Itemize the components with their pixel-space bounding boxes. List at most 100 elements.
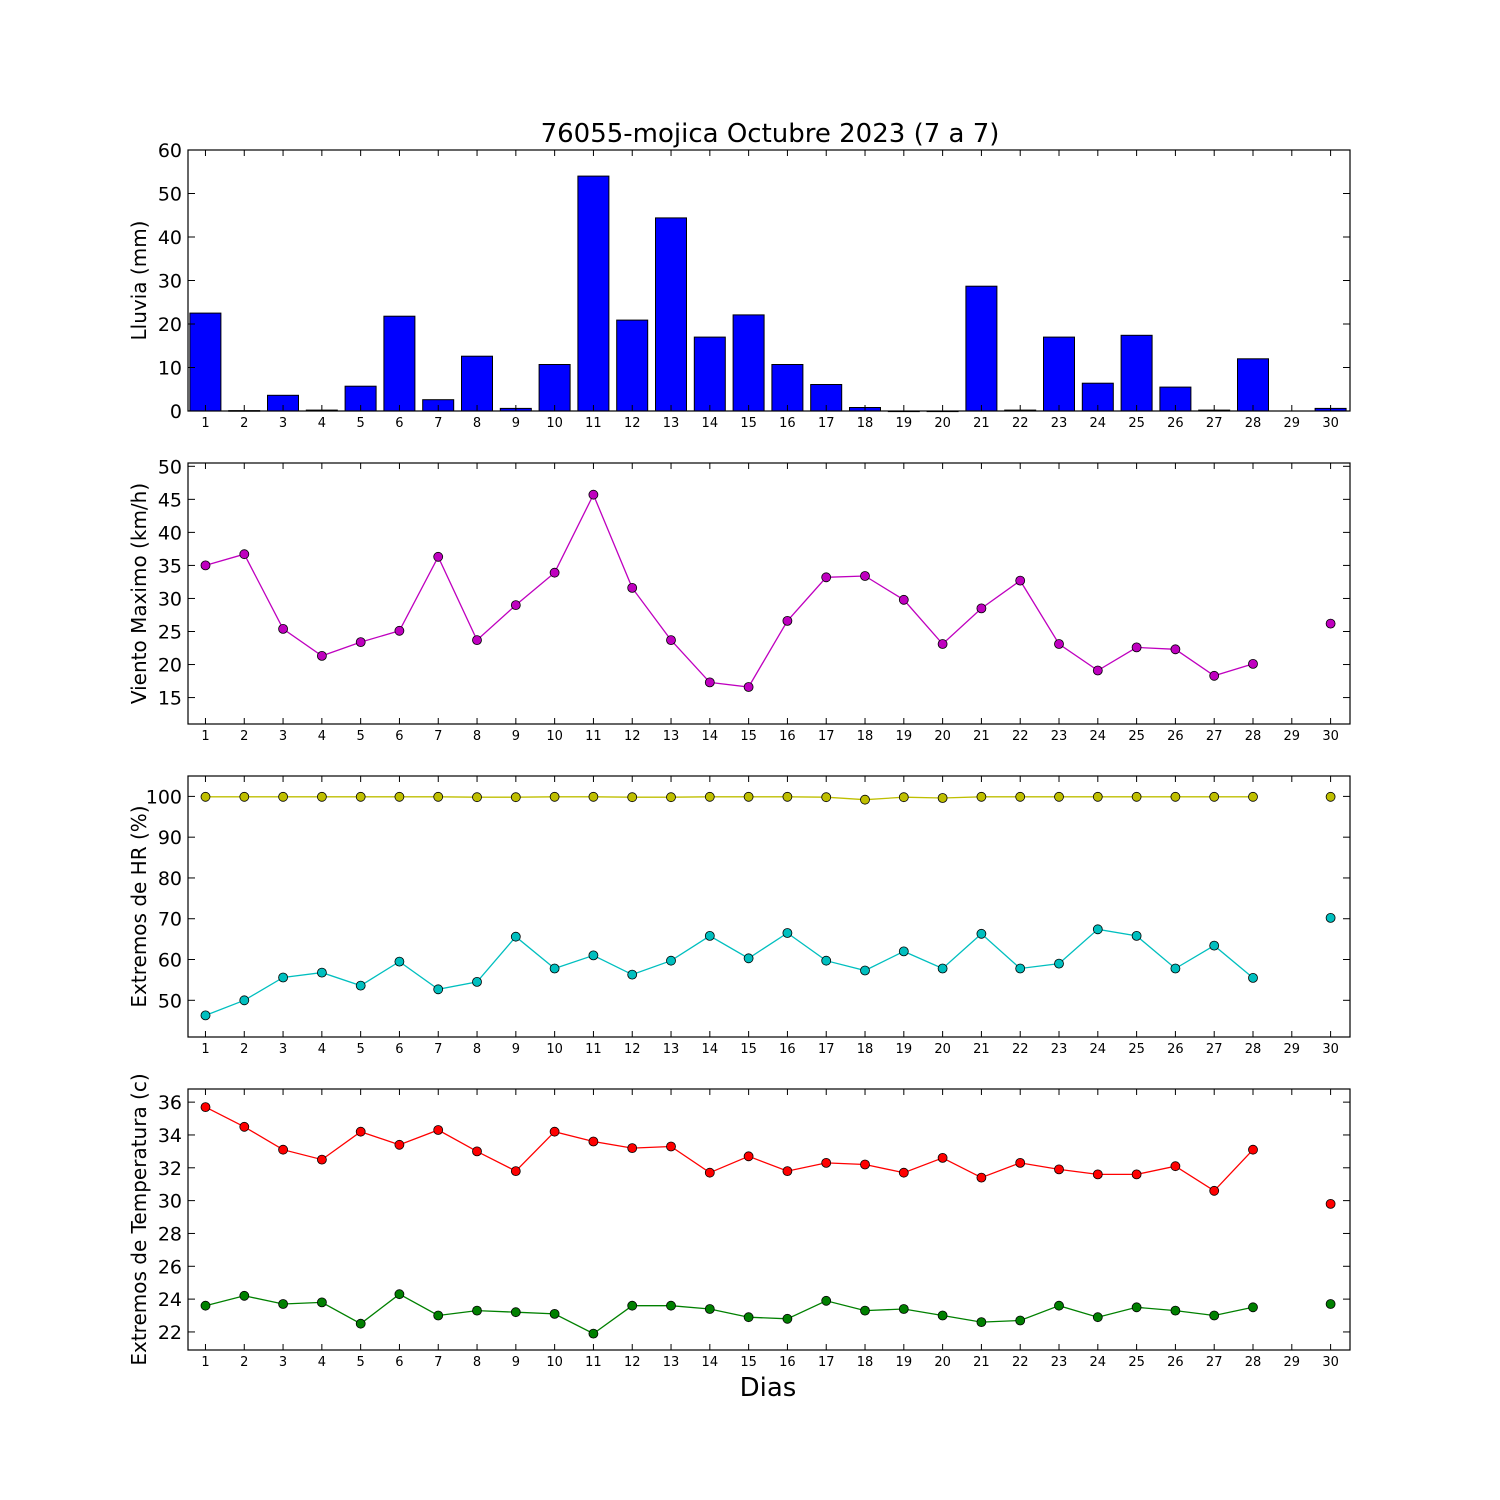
bar-day-21 [965,285,998,412]
x-tick-label: 25 [1128,1042,1145,1057]
x-tick-label: 18 [857,1355,874,1370]
x-tick-label: 15 [740,729,757,744]
x-tick-label: 13 [663,1355,680,1370]
bar-day-16 [771,364,804,412]
x-tick-label: 22 [1012,729,1029,744]
x-tick-label: 18 [857,1042,874,1057]
point-day-26 [1170,644,1181,655]
axes-frame [187,775,1351,1038]
point-day-10 [549,791,560,802]
x-tick-label: 17 [818,1355,835,1370]
point-day-23 [1054,639,1064,649]
point-day-21 [976,603,987,614]
point-day-9 [510,1307,521,1318]
x-tick-label: 3 [279,1355,287,1370]
point-day-27 [1209,670,1220,681]
point-day-17 [821,955,832,966]
point-day-25 [1131,931,1142,941]
point-day-19 [898,594,909,605]
x-tick-label: 3 [279,1042,287,1057]
x-tick-label: 12 [624,1042,641,1057]
point-day-1 [200,1102,211,1112]
y-tick-label: 50 [158,456,182,478]
y-tick-label: 20 [158,314,182,336]
point-day-12 [627,969,638,980]
x-tick-label: 20 [934,729,951,744]
point-day-30 [1325,913,1336,923]
bar-day-6 [383,315,416,412]
x-tick-label: 10 [546,729,563,744]
x-tick-label: 6 [395,1042,403,1057]
x-tick-label: 20 [934,416,951,431]
point-day-7 [433,551,444,562]
x-tick-label: 29 [1284,416,1301,431]
point-day-30 [1325,791,1336,802]
point-day-30 [1325,618,1336,629]
point-day-2 [239,1121,250,1132]
point-day-6 [394,791,405,802]
x-tick-label: 27 [1206,1042,1223,1057]
x-tick-label: 16 [779,729,796,744]
axes-frame [187,1088,1351,1351]
point-day-4 [316,1297,327,1308]
y-tick-label: 22 [158,1322,182,1344]
point-day-23 [1054,1300,1064,1311]
point-day-16 [782,1166,793,1176]
point-day-4 [316,791,327,802]
series-line-1 [205,1293,1254,1335]
x-tick-label: 23 [1051,729,1068,744]
point-day-26 [1170,1305,1181,1316]
x-tick-label: 29 [1284,1042,1301,1057]
point-day-27 [1209,940,1220,951]
point-day-6 [394,625,405,636]
x-tick-label: 28 [1245,729,1262,744]
x-tick-label: 8 [473,729,481,744]
y-tick-label: 70 [158,909,182,931]
axes-frame [187,462,1351,725]
point-day-4 [316,967,327,978]
point-day-28 [1248,791,1258,802]
point-day-11 [588,489,599,500]
x-tick-label: 23 [1051,1042,1068,1057]
bar-day-12 [616,319,649,412]
x-tick-label: 14 [702,1355,719,1370]
y-tick-label: 15 [158,688,182,710]
point-day-20 [937,639,948,649]
x-tick-label: 27 [1206,729,1223,744]
x-tick-label: 11 [585,1042,602,1057]
x-tick-label: 22 [1012,1355,1029,1370]
x-tick-label: 11 [585,729,602,744]
point-day-1 [200,1010,211,1021]
x-tick-label: 4 [318,416,326,431]
x-tick-label: 6 [395,729,403,744]
bar-day-1 [189,312,222,412]
x-tick-label: 1 [201,1042,209,1057]
point-day-11 [588,950,599,961]
point-day-17 [821,1295,832,1306]
point-day-25 [1131,791,1142,802]
x-tick-label: 23 [1051,416,1068,431]
point-day-6 [394,956,405,967]
x-tick-label: 24 [1090,1042,1107,1057]
point-day-27 [1209,791,1220,802]
point-day-10 [549,1126,560,1137]
point-day-10 [549,567,560,578]
x-tick-label: 7 [434,416,442,431]
y-tick-label: 30 [158,1191,182,1213]
point-day-8 [472,792,482,803]
y-tick-label: 34 [158,1125,182,1147]
x-tick-label: 25 [1128,729,1145,744]
point-day-10 [549,1309,560,1319]
x-tick-label: 28 [1245,1355,1262,1370]
x-tick-label: 29 [1284,1355,1301,1370]
x-tick-label: 15 [740,1042,757,1057]
y-axis-label: Extremos de Temperatura (c) [127,1073,151,1365]
x-tick-label: 26 [1167,416,1184,431]
point-day-18 [860,1159,870,1170]
point-day-3 [278,624,289,634]
y-tick-label: 0 [170,401,182,423]
y-tick-label: 35 [158,555,182,577]
point-day-21 [976,791,987,802]
series-line-1 [205,928,1254,1017]
point-day-17 [821,1158,832,1168]
